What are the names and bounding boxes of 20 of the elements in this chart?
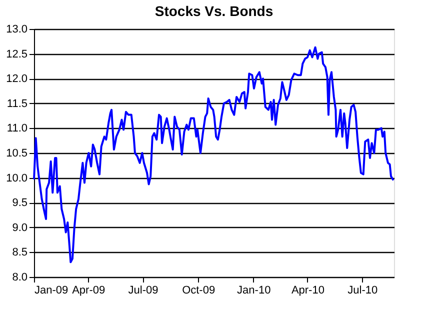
y-tick-label: 12.0: [6, 73, 28, 86]
y-tick-label: 12.5: [6, 48, 28, 60]
y-tick-label: 10.5: [6, 148, 28, 160]
y-tick-label: 8.0: [12, 272, 28, 284]
y-tick-label: 11.5: [6, 98, 28, 110]
x-tick-label: Jan-09: [34, 284, 68, 296]
y-tick-label: 9.5: [12, 197, 28, 210]
y-tick-label: 10.0: [6, 172, 28, 184]
x-tick-label: Apr-10: [291, 284, 324, 296]
y-tick-label: 11.0: [6, 122, 28, 135]
line-series: [33, 46, 394, 264]
y-tick-label: 9.0: [12, 222, 28, 234]
chart-title: Stocks Vs. Bonds: [154, 3, 274, 19]
x-tick-label: Jan-10: [237, 284, 271, 296]
x-tick-label: Apr-09: [72, 284, 106, 296]
y-tick-label: 13.0: [6, 24, 28, 36]
x-tick-label: Oct-09: [182, 284, 216, 296]
x-tick-label: Jul-09: [128, 284, 158, 296]
x-tick-label: Jul-10: [348, 284, 378, 296]
y-tick-label: 8.5: [12, 246, 28, 259]
